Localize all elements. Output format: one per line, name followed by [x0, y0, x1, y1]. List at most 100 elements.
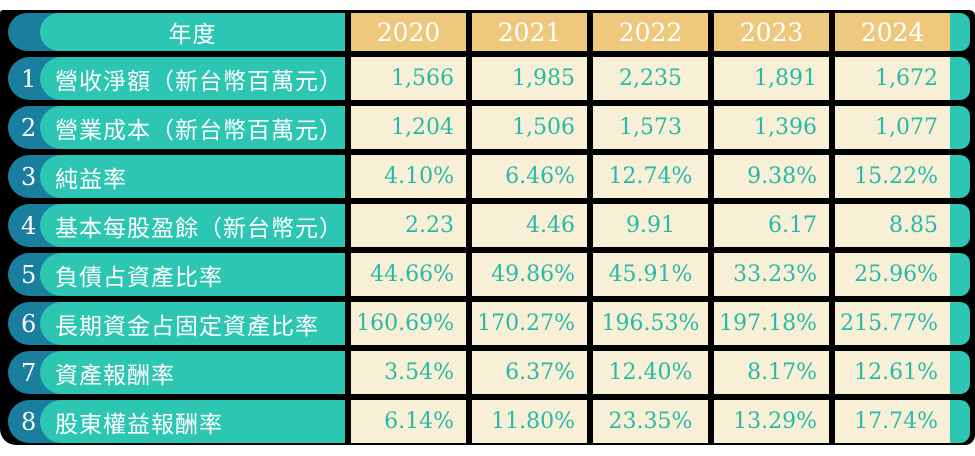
data-value: 9.91	[626, 213, 675, 238]
data-cell: 1,506	[472, 106, 587, 149]
data-value: 12.74%	[608, 164, 693, 189]
row-label-text: 營收淨額（新台幣百萬元）	[55, 68, 343, 95]
row-label-block: 8 股東權益報酬率	[8, 400, 345, 443]
data-value: 6.14%	[384, 409, 454, 434]
row-right-cap	[950, 106, 970, 149]
data-value: 1,396	[754, 115, 817, 140]
data-value: 1,985	[512, 66, 575, 91]
data-value: 1,566	[391, 66, 454, 91]
data-cell: 6.46%	[472, 155, 587, 198]
table-row: 5 負債占資產比率 44.66% 49.86% 45.91% 33.23% 25…	[8, 253, 975, 296]
row-number-text: 6	[21, 309, 37, 338]
data-cell: 8.17%	[714, 351, 829, 394]
data-value: 196.53%	[601, 311, 700, 336]
data-cell: 1,672	[835, 57, 950, 100]
row-label: 營收淨額（新台幣百萬元）	[40, 57, 345, 100]
header-year-label: 年度	[40, 13, 345, 51]
row-label-block: 2 營業成本（新台幣百萬元）	[8, 106, 345, 149]
data-value: 1,891	[754, 66, 817, 91]
data-value: 4.46	[526, 213, 575, 238]
row-number-text: 4	[21, 211, 37, 240]
data-cell: 12.74%	[593, 155, 708, 198]
data-cell: 6.37%	[472, 351, 587, 394]
data-value: 6.46%	[505, 164, 575, 189]
row-label: 股東權益報酬率	[40, 400, 345, 443]
data-value: 49.86%	[491, 262, 575, 287]
row-label-text: 長期資金占固定資產比率	[55, 313, 319, 340]
year-header-text: 2021	[497, 17, 562, 47]
data-cell: 17.74%	[835, 400, 950, 443]
row-label-block: 4 基本每股盈餘（新台幣元）	[8, 204, 345, 247]
data-cell: 3.54%	[351, 351, 466, 394]
data-value: 45.91%	[608, 262, 693, 287]
row-right-cap	[950, 400, 970, 443]
financial-metrics-table: 年度 2020 2021 2022 2023 2024 1 營收淨額（新台幣百萬…	[0, 10, 975, 445]
data-value: 44.66%	[370, 262, 454, 287]
header-label-block: 年度	[8, 13, 345, 51]
row-number-text: 3	[21, 162, 37, 191]
data-cell: 215.77%	[835, 302, 950, 345]
data-cell: 6.14%	[351, 400, 466, 443]
data-value: 8.85	[889, 213, 938, 238]
data-value: 13.29%	[733, 409, 817, 434]
year-header-cell: 2023	[714, 13, 829, 51]
data-cell: 15.22%	[835, 155, 950, 198]
data-value: 170.27%	[477, 311, 575, 336]
row-number-text: 8	[21, 407, 37, 436]
row-label: 長期資金占固定資產比率	[40, 302, 345, 345]
table-row: 4 基本每股盈餘（新台幣元） 2.23 4.46 9.91 6.17 8.85	[8, 204, 975, 247]
data-cell: 33.23%	[714, 253, 829, 296]
data-cell: 49.86%	[472, 253, 587, 296]
data-value: 1,204	[391, 115, 454, 140]
row-right-cap	[950, 155, 970, 198]
data-cell: 4.10%	[351, 155, 466, 198]
data-cell: 170.27%	[472, 302, 587, 345]
row-right-cap	[950, 57, 970, 100]
data-value: 1,077	[875, 115, 938, 140]
data-value: 197.18%	[719, 311, 817, 336]
data-cell: 2,235	[593, 57, 708, 100]
row-label: 資產報酬率	[40, 351, 345, 394]
data-cell: 11.80%	[472, 400, 587, 443]
data-value: 160.69%	[356, 311, 454, 336]
data-value: 4.10%	[384, 164, 454, 189]
row-label: 基本每股盈餘（新台幣元）	[40, 204, 345, 247]
year-header-cell: 2020	[351, 13, 466, 51]
table-row: 2 營業成本（新台幣百萬元） 1,204 1,506 1,573 1,396 1…	[8, 106, 975, 149]
data-cell: 13.29%	[714, 400, 829, 443]
row-number-text: 1	[21, 64, 37, 93]
data-cell: 1,891	[714, 57, 829, 100]
year-header-cell: 2024	[835, 13, 950, 51]
data-value: 25.96%	[854, 262, 938, 287]
data-value: 1,573	[619, 115, 682, 140]
row-label: 營業成本（新台幣百萬元）	[40, 106, 345, 149]
row-label-block: 3 純益率	[8, 155, 345, 198]
data-value: 1,672	[875, 66, 938, 91]
data-value: 17.74%	[854, 409, 938, 434]
table-row: 1 營收淨額（新台幣百萬元） 1,566 1,985 2,235 1,891 1…	[8, 57, 975, 100]
row-label-text: 負債占資產比率	[55, 264, 223, 291]
data-value: 6.17	[768, 213, 817, 238]
table-row: 7 資產報酬率 3.54% 6.37% 12.40% 8.17% 12.61%	[8, 351, 975, 394]
row-label-block: 7 資產報酬率	[8, 351, 345, 394]
data-cell: 44.66%	[351, 253, 466, 296]
data-cell: 9.38%	[714, 155, 829, 198]
row-right-cap	[950, 204, 970, 247]
data-cell: 25.96%	[835, 253, 950, 296]
data-cell: 8.85	[835, 204, 950, 247]
data-cell: 12.61%	[835, 351, 950, 394]
data-cell: 4.46	[472, 204, 587, 247]
data-value: 12.40%	[608, 360, 693, 385]
data-cell: 196.53%	[593, 302, 708, 345]
row-label-text: 資產報酬率	[55, 362, 175, 389]
data-value: 15.22%	[854, 164, 938, 189]
table-header-row: 年度 2020 2021 2022 2023 2024	[8, 13, 975, 51]
data-value: 33.23%	[733, 262, 817, 287]
data-cell: 1,573	[593, 106, 708, 149]
data-cell: 12.40%	[593, 351, 708, 394]
year-header-cell: 2021	[472, 13, 587, 51]
row-label-block: 6 長期資金占固定資產比率	[8, 302, 345, 345]
row-label-block: 5 負債占資產比率	[8, 253, 345, 296]
row-right-cap	[950, 253, 970, 296]
